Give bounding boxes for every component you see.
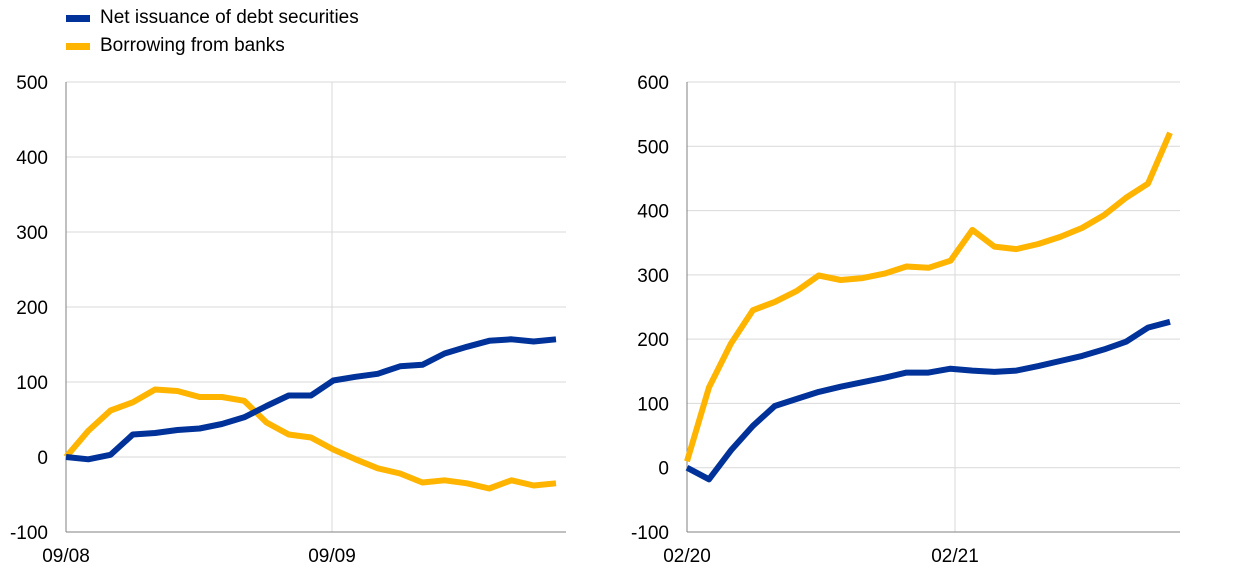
x-tick-label: 09/09: [308, 546, 356, 567]
series-line-bank-borrowing: [684, 131, 1173, 463]
y-tick-label: 500: [637, 137, 669, 158]
y-tick-label: 200: [637, 330, 669, 351]
y-tick-label: 400: [16, 148, 48, 169]
legend-swatch-debt-securities: [66, 14, 90, 22]
y-tick-label: 0: [37, 448, 48, 469]
series-line-debt-securities: [65, 336, 557, 463]
y-tick-label: -100: [631, 523, 669, 544]
series-line-bank-borrowing: [63, 386, 557, 492]
legend-item-bank-borrowing: Borrowing from banks: [66, 32, 359, 60]
chart-left: -100 0 100 200 300 400 500 09/08 09/09: [10, 73, 566, 567]
y-tick-label: 0: [658, 459, 669, 480]
legend: Net issuance of debt securities Borrowin…: [66, 4, 359, 60]
y-tick-label: 300: [637, 266, 669, 287]
legend-item-debt-securities: Net issuance of debt securities: [66, 4, 359, 32]
y-tick-label: 100: [637, 394, 669, 415]
x-tick-label: 02/21: [931, 546, 979, 567]
y-tick-label: 300: [16, 223, 48, 244]
legend-label-bank-borrowing: Borrowing from banks: [100, 35, 285, 56]
y-tick-label: 600: [637, 73, 669, 94]
x-tick-label: 02/20: [663, 546, 711, 567]
x-tick-label: 09/08: [42, 546, 90, 567]
y-tick-label: 100: [16, 373, 48, 394]
y-tick-label: 400: [637, 202, 669, 223]
chart-right: -100 0 100 200 300 400 500 600 02/20 02/21: [631, 73, 1180, 567]
y-tick-label: -100: [10, 523, 48, 544]
legend-swatch-bank-borrowing: [66, 42, 90, 50]
y-tick-label: 500: [16, 73, 48, 94]
legend-label-debt-securities: Net issuance of debt securities: [100, 7, 359, 28]
y-tick-label: 200: [16, 298, 48, 319]
series-line-debt-securities: [685, 318, 1171, 483]
